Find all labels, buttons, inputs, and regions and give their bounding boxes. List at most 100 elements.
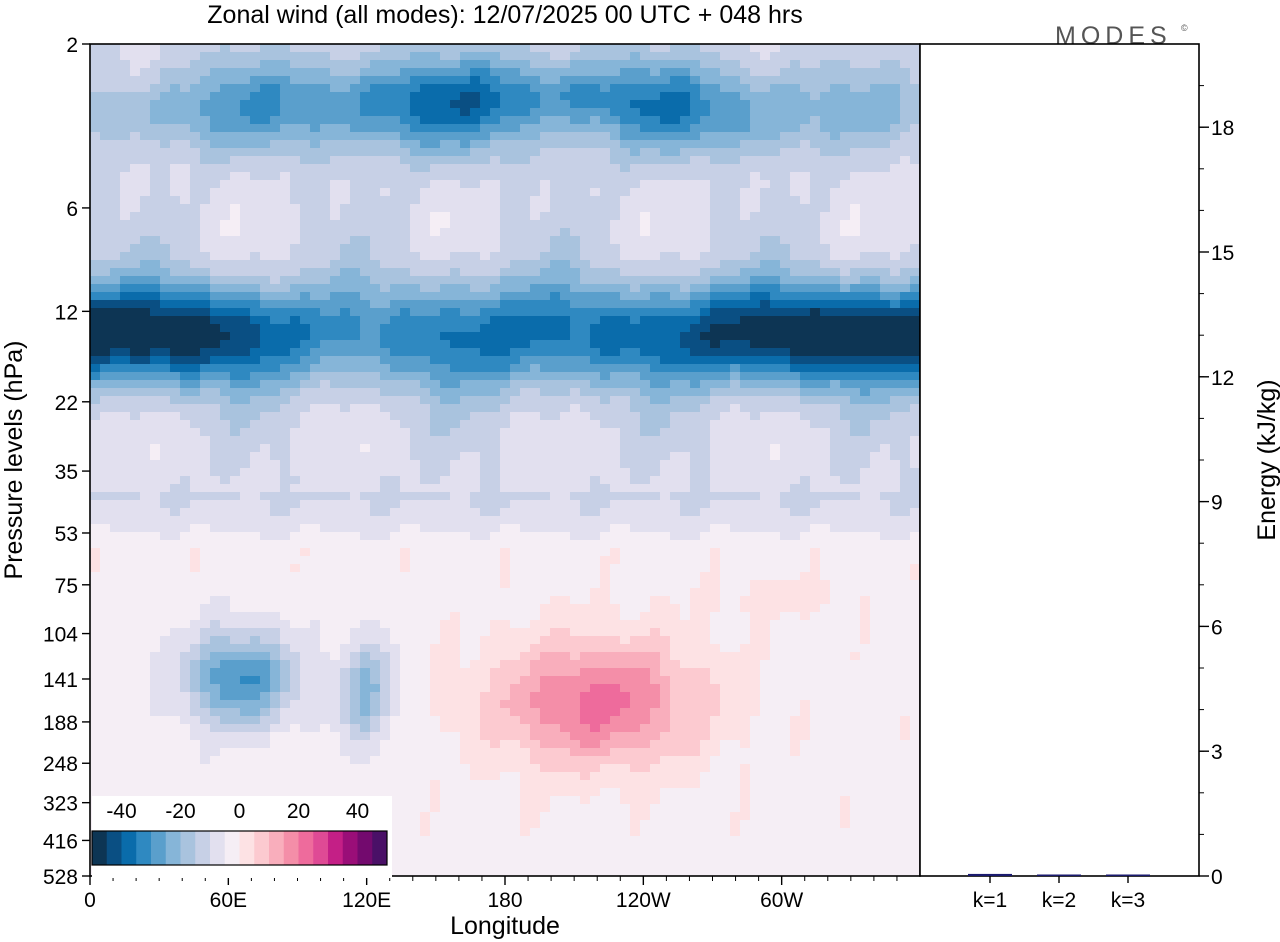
heatmap-cell — [180, 76, 191, 85]
heatmap-cell — [810, 212, 821, 221]
heatmap-cell — [830, 412, 841, 421]
heatmap-cell — [840, 284, 851, 293]
heatmap-cell — [800, 116, 811, 125]
heatmap-cell — [590, 76, 601, 85]
heatmap-cell — [830, 164, 841, 173]
heatmap-cell — [320, 84, 331, 93]
heatmap-cell — [460, 444, 471, 453]
heatmap-cell — [710, 244, 721, 253]
heatmap-cell — [870, 372, 881, 381]
heatmap-cell — [230, 332, 241, 341]
heatmap-cell — [300, 148, 311, 157]
heatmap-cell — [860, 124, 871, 133]
heatmap-cell — [600, 364, 611, 373]
heatmap-cell — [160, 492, 171, 501]
heatmap-cell — [860, 212, 871, 221]
heatmap-cell — [210, 524, 221, 533]
heatmap-cell — [280, 396, 291, 405]
heatmap-cell — [230, 220, 241, 229]
heatmap-cell — [480, 356, 491, 365]
heatmap-cell — [150, 292, 161, 301]
heatmap-cell — [870, 164, 881, 173]
heatmap-cell — [470, 84, 481, 93]
heatmap-cell — [200, 476, 211, 485]
heatmap-cell — [840, 468, 851, 477]
heatmap-cell — [490, 116, 501, 125]
heatmap-cell — [410, 228, 421, 237]
heatmap-cell — [270, 348, 281, 357]
heatmap-cell — [530, 364, 541, 373]
heatmap-cell — [330, 116, 341, 125]
heatmap-cell — [490, 196, 501, 205]
heatmap-cell — [220, 308, 231, 317]
heatmap-cell — [490, 180, 501, 189]
heatmap-cell — [770, 460, 781, 469]
heatmap-cell — [600, 156, 611, 165]
heatmap-cell — [390, 164, 401, 173]
heatmap-cell — [150, 188, 161, 197]
heatmap-cell — [860, 316, 871, 325]
heatmap-cell — [460, 60, 471, 69]
heatmap-cell — [270, 220, 281, 229]
heatmap-cell — [440, 516, 451, 525]
heatmap-cell — [390, 212, 401, 221]
heatmap-cell — [880, 428, 891, 437]
heatmap-cell — [160, 196, 171, 205]
heatmap-cell — [440, 308, 451, 317]
heatmap-cell — [530, 156, 541, 165]
heatmap-cell — [280, 348, 291, 357]
heatmap-cell — [340, 172, 351, 181]
heatmap-cell — [180, 484, 191, 493]
heatmap-cell — [500, 340, 511, 349]
heatmap-cell — [800, 124, 811, 133]
heatmap-cell — [140, 220, 151, 229]
heatmap-cell — [900, 116, 911, 125]
heatmap-cell — [320, 452, 331, 461]
heatmap-cell — [410, 412, 421, 421]
heatmap-cell — [760, 148, 771, 157]
heatmap-cell — [400, 172, 411, 181]
heatmap-cell — [200, 420, 211, 429]
heatmap-cell — [770, 76, 781, 85]
heatmap-cell — [630, 180, 641, 189]
heatmap-cell — [580, 516, 591, 525]
heatmap-cell — [380, 44, 391, 53]
heatmap-cell — [290, 452, 301, 461]
heatmap-cell — [380, 516, 391, 525]
heatmap-cell — [660, 364, 671, 373]
heatmap-cell — [800, 100, 811, 109]
heatmap-cell — [180, 444, 191, 453]
heatmap-cell — [620, 468, 631, 477]
heatmap-cell — [600, 100, 611, 109]
heatmap-cell — [430, 396, 441, 405]
heatmap-cell — [790, 284, 801, 293]
heatmap-cell — [780, 268, 791, 277]
heatmap-cell — [620, 436, 631, 445]
heatmap-cell — [400, 220, 411, 229]
heatmap-cell — [850, 300, 861, 309]
heatmap-cell — [380, 68, 391, 77]
heatmap-cell — [660, 396, 671, 405]
heatmap-cell — [120, 340, 131, 349]
heatmap-cell — [220, 348, 231, 357]
heatmap-cell — [870, 380, 881, 389]
heatmap-cell — [260, 148, 271, 157]
heatmap-cell — [910, 116, 920, 125]
heatmap-cell — [750, 292, 761, 301]
heatmap-cell — [270, 140, 281, 149]
heatmap-cell — [410, 172, 421, 181]
heatmap-cell — [590, 396, 601, 405]
heatmap-cell — [520, 324, 531, 333]
heatmap-cell — [230, 276, 241, 285]
heatmap-cell — [240, 268, 251, 277]
heatmap-cell — [310, 260, 321, 269]
heatmap-cell — [780, 300, 791, 309]
heatmap-cell — [790, 236, 801, 245]
heatmap-cell — [700, 492, 711, 501]
heatmap-cell — [540, 476, 551, 485]
heatmap-cell — [910, 516, 920, 525]
heatmap-cell — [540, 420, 551, 429]
heatmap-cell — [370, 100, 381, 109]
heatmap-cell — [330, 324, 341, 333]
heatmap-cell — [810, 108, 821, 117]
